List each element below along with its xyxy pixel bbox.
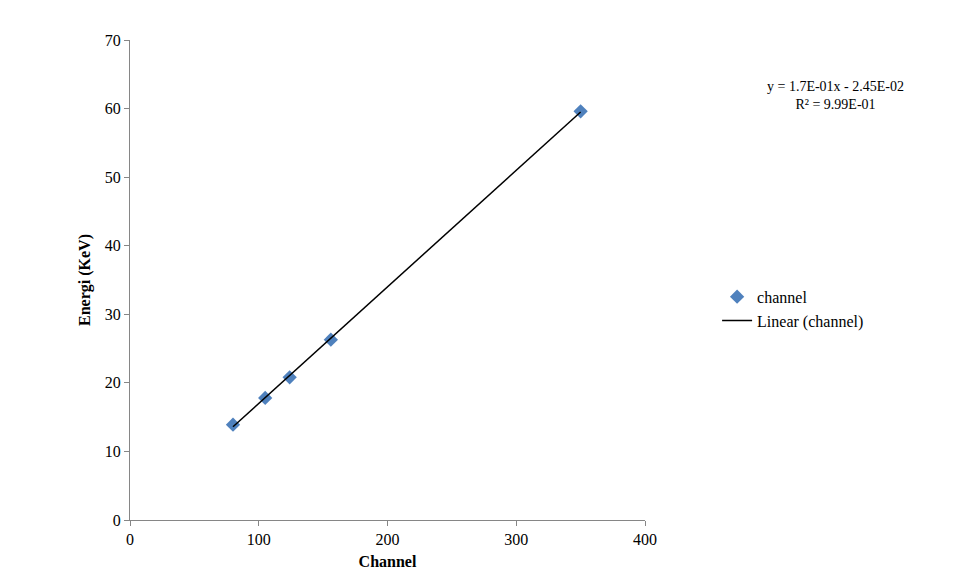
svg-text:200: 200: [376, 531, 400, 548]
svg-text:40: 40: [105, 237, 121, 254]
svg-text:Channel: Channel: [359, 553, 417, 570]
svg-text:100: 100: [247, 531, 271, 548]
svg-text:0: 0: [113, 512, 121, 529]
svg-text:50: 50: [105, 169, 121, 186]
svg-text:70: 70: [105, 32, 121, 49]
svg-text:60: 60: [105, 100, 121, 117]
svg-text:0: 0: [126, 531, 134, 548]
svg-text:Energi (KeV): Energi (KeV): [76, 234, 94, 326]
svg-text:channel: channel: [757, 289, 807, 306]
svg-text:20: 20: [105, 374, 121, 391]
svg-text:400: 400: [633, 531, 657, 548]
svg-text:30: 30: [105, 306, 121, 323]
svg-text:300: 300: [504, 531, 528, 548]
svg-text:Linear (channel): Linear (channel): [757, 313, 863, 331]
svg-text:10: 10: [105, 443, 121, 460]
svg-text:y = 1.7E-01x - 2.45E-02R² = 9.: y = 1.7E-01x - 2.45E-02R² = 9.99E-01: [767, 79, 904, 112]
